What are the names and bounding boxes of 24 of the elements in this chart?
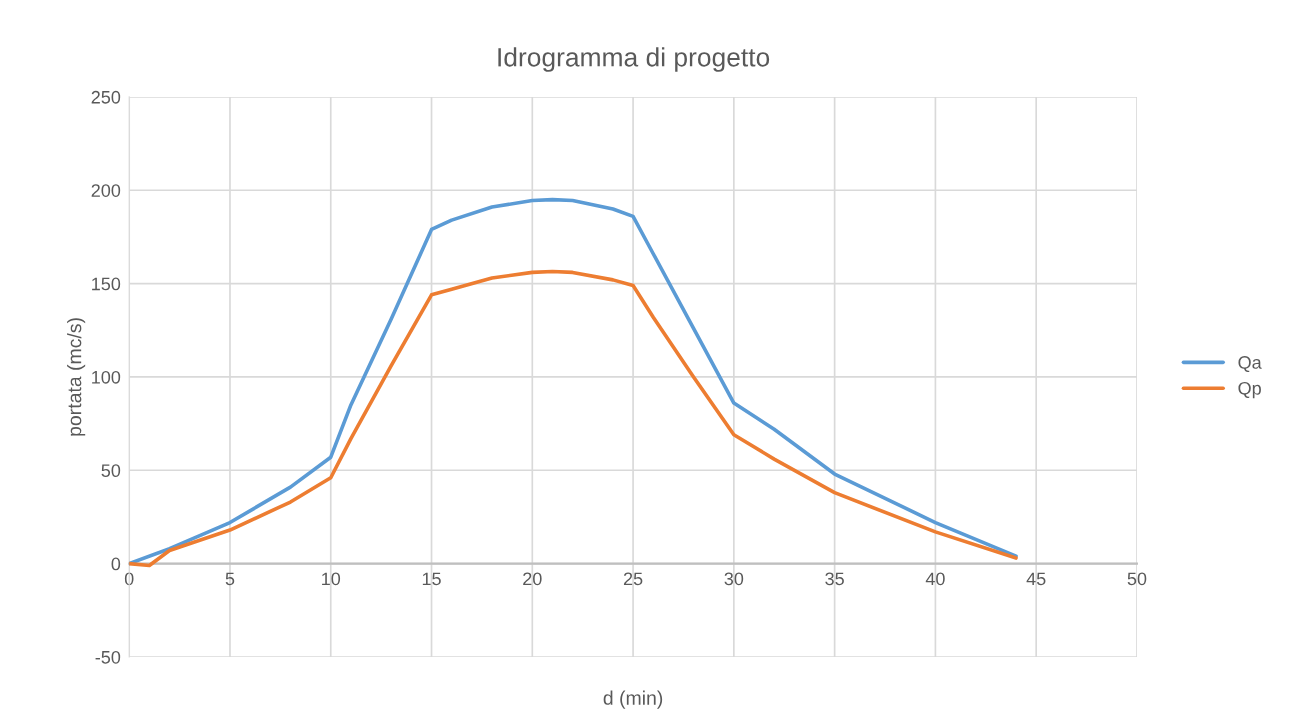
y-tick-label: 50 <box>101 464 121 478</box>
x-tick-label: 20 <box>523 572 542 586</box>
x-tick-label: 50 <box>1127 572 1147 586</box>
x-tick-label: 0 <box>124 572 134 586</box>
line-series <box>129 269 1018 568</box>
y-axis-title: portata (mc/s) <box>67 318 86 436</box>
x-tick-label: 40 <box>925 572 945 586</box>
y-tick-label: 200 <box>91 184 121 197</box>
x-tick-label: 25 <box>623 572 643 586</box>
y-tick-label: 250 <box>91 90 121 104</box>
legend-label: Qa <box>1238 356 1262 373</box>
x-tick-label: 45 <box>1026 572 1046 586</box>
x-tick-label: 15 <box>422 572 441 586</box>
legend-label: Qp <box>1238 381 1261 399</box>
x-tick-label: 35 <box>825 572 844 586</box>
x-tick-label: 10 <box>322 572 341 586</box>
y-tick-label: 100 <box>92 370 121 384</box>
y-tick-label: -50 <box>95 650 121 664</box>
chart-title: Idrogramma di progetto <box>498 47 770 72</box>
x-axis-title: d (min) <box>603 690 663 709</box>
x-tick-label: 30 <box>724 572 744 586</box>
y-tick-label: 0 <box>111 557 121 571</box>
y-tick-label: 150 <box>92 277 121 291</box>
x-tick-label: 5 <box>225 572 235 586</box>
